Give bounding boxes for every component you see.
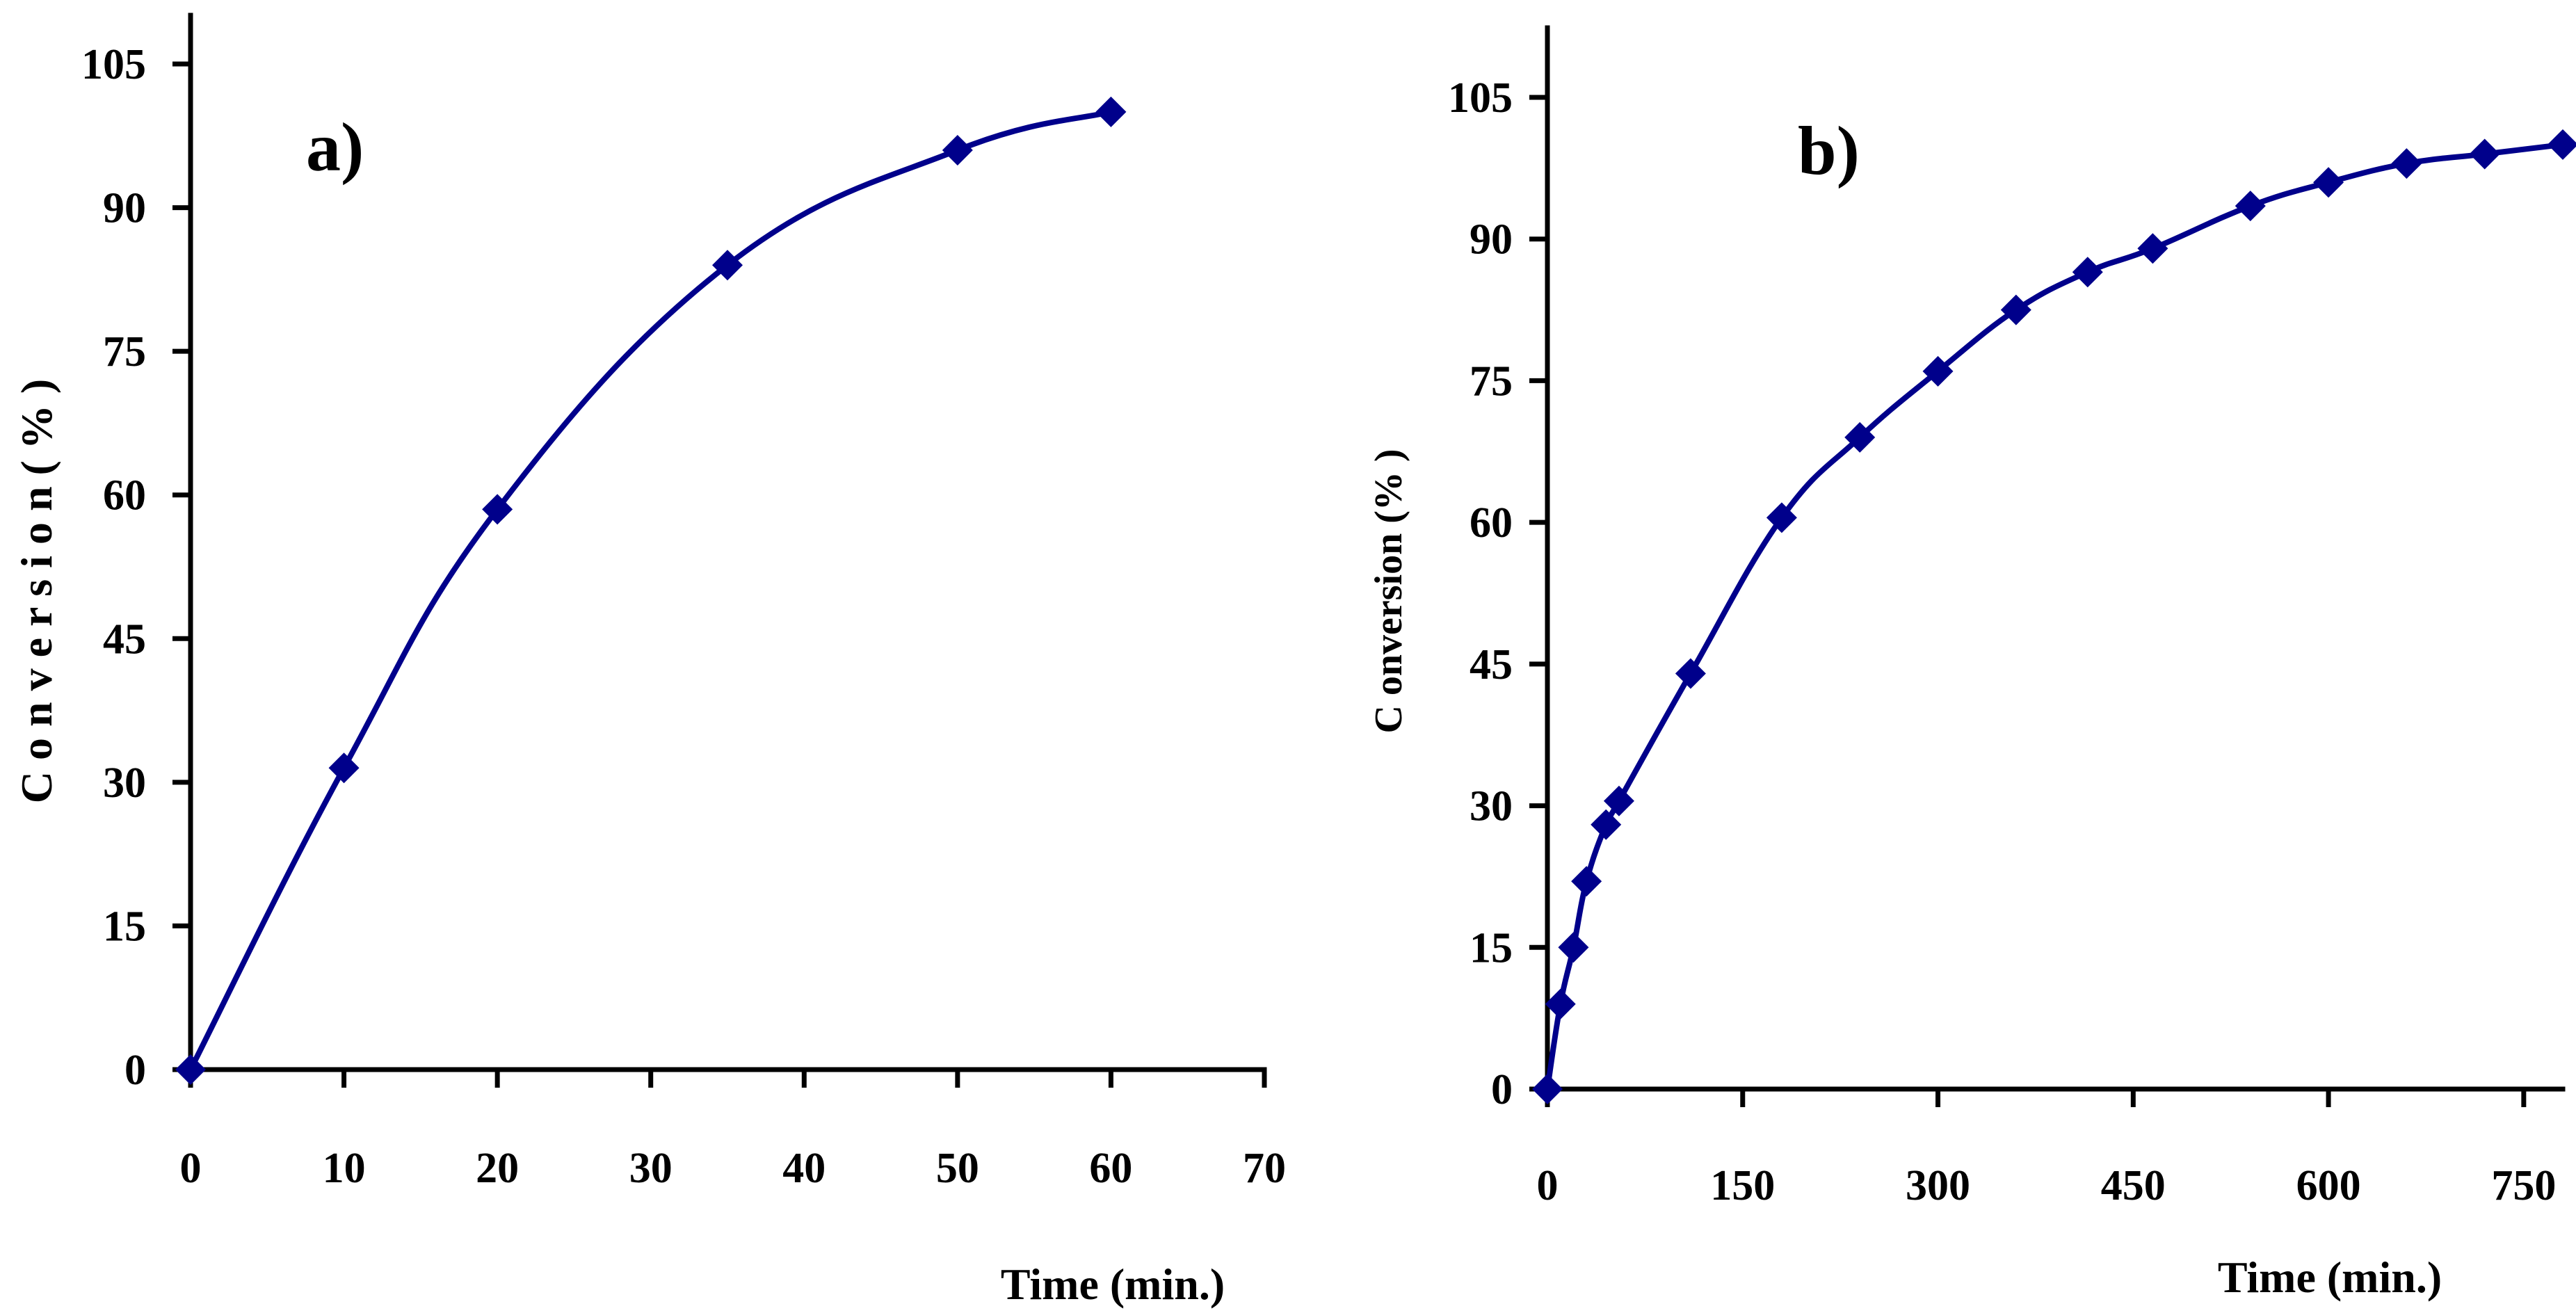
panel-a-x-axis-label: Time (min.) — [1001, 1259, 1225, 1309]
panel-b-x-tick-label: 150 — [1710, 1162, 1775, 1209]
panel-b-data-point — [1675, 658, 1706, 689]
panel-b-data-point — [1545, 988, 1576, 1020]
panel-a-data-point — [942, 134, 973, 166]
panel-b-y-tick-label: 75 — [1470, 357, 1513, 405]
panel-b-data-point — [1844, 421, 1876, 453]
panel-b-y-tick-label: 15 — [1470, 924, 1513, 972]
panel-a-data-point — [482, 494, 513, 525]
panel-b-data-point — [1532, 1074, 1563, 1104]
panel-b-series-line — [1545, 141, 2566, 1092]
panel-b-data-point — [1603, 785, 1634, 816]
panel-a-series — [175, 96, 1127, 1085]
panel-a-x-tick-label: 50 — [936, 1145, 979, 1192]
panel-a-x-tick-label: 30 — [629, 1145, 673, 1192]
panel-b-data-point — [2547, 129, 2576, 160]
panel-b-data-point — [2469, 138, 2500, 170]
panel-b-x-tick-label: 450 — [2101, 1162, 2166, 1209]
panel-b-x-tick-label: 0 — [1537, 1162, 1559, 1209]
panel-b-data-point — [2391, 148, 2422, 179]
panel-b-data-point — [1571, 866, 1602, 897]
panel-a-series-line — [188, 108, 1114, 1072]
panel-b-axes: 0 15 30 45 60 75 90 105 0 150 300 450 600 750 — [1448, 25, 2566, 1209]
panel-a-y-tick-label: 0 — [124, 1047, 146, 1094]
panel-b-series — [1532, 129, 2576, 1104]
panel-b-data-point — [2235, 191, 2266, 222]
panel-b-data-point — [1558, 932, 1589, 963]
panel-a-x-tick-label: 0 — [180, 1145, 202, 1192]
panel-a-y-tick-label: 60 — [103, 472, 146, 519]
panel-b-y-axis-label: C onversion (% ) — [1367, 449, 1410, 733]
panel-a-data-point — [712, 250, 743, 281]
panel-a-data-point — [1095, 96, 1127, 127]
panel-b-data-point — [2072, 257, 2103, 288]
panel-a-y-tick-label: 15 — [103, 903, 146, 950]
panel-a-x-tick-label: 10 — [323, 1145, 366, 1192]
panel-b-data-point — [1591, 809, 1622, 840]
panel-a-y-tick-label: 75 — [103, 328, 146, 376]
panel-b-data-point — [2137, 233, 2168, 264]
panel-a-label: a) — [306, 108, 364, 186]
panel-b-x-tick-label: 750 — [2491, 1162, 2556, 1209]
panel-a-data-point — [328, 752, 360, 784]
panel-b-data-point — [1766, 502, 1797, 533]
panel-b-y-tick-label: 60 — [1470, 499, 1513, 547]
panel-b-y-tick-label: 90 — [1470, 216, 1513, 264]
panel-b-x-tick-label: 600 — [2296, 1162, 2361, 1209]
panel-a-y-tick-label: 90 — [103, 185, 146, 232]
panel-a-y-tick-label: 30 — [103, 759, 146, 807]
panel-b-y-tick-label: 0 — [1491, 1066, 1513, 1113]
panel-b-x-tick-label: 300 — [1906, 1162, 1970, 1209]
panel-b-x-axis-label: Time (min.) — [2218, 1252, 2442, 1302]
panel-b-label: b) — [1798, 112, 1860, 189]
panel-b-data-point — [2313, 167, 2344, 198]
panel-b-data-point — [2000, 294, 2031, 325]
panel-a-y-tick-label: 105 — [81, 41, 146, 88]
panel-b-data-point — [1922, 355, 1954, 387]
panel-b: b) C onversion (% ) Time (min.) 0 15 30 45 6… — [1367, 25, 2576, 1302]
panel-a-data-point — [175, 1054, 206, 1085]
panel-a-axes: 0 15 30 45 60 75 90 105 0 10 20 30 40 50 60 70 — [81, 13, 1286, 1192]
panel-a-y-axis-label: C o n v e r s i o n ( % ) — [12, 379, 61, 803]
panel-b-y-tick-label: 105 — [1448, 74, 1513, 122]
panel-a-x-tick-label: 40 — [782, 1145, 826, 1192]
panel-b-y-tick-label: 30 — [1470, 783, 1513, 830]
panel-a: a) C o n v e r s i o n ( % ) Time (min.)… — [12, 13, 1286, 1309]
panel-a-x-tick-label: 60 — [1089, 1145, 1132, 1192]
panel-a-x-tick-label: 70 — [1243, 1145, 1286, 1192]
panel-a-y-tick-label: 45 — [103, 615, 146, 663]
panel-b-y-tick-label: 45 — [1470, 641, 1513, 688]
panel-a-x-tick-label: 20 — [476, 1145, 519, 1192]
